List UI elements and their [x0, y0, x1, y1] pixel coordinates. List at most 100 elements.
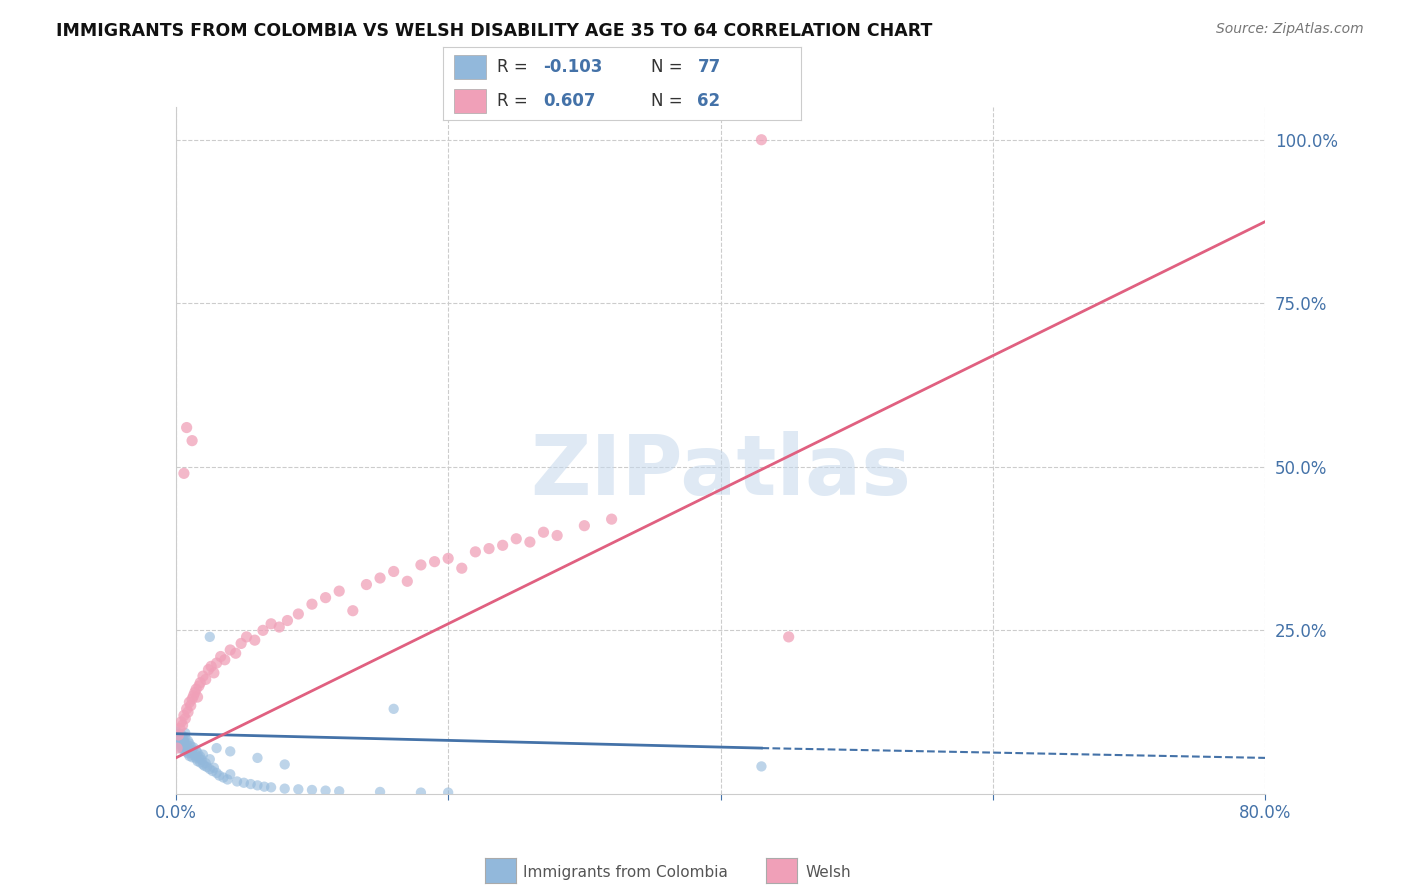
Point — [382, 702, 405, 716]
Point — [166, 728, 188, 742]
Point — [181, 692, 204, 706]
Point — [328, 784, 350, 798]
Point — [201, 764, 224, 778]
Text: ZIPatlas: ZIPatlas — [530, 431, 911, 512]
Point — [212, 771, 235, 785]
Point — [396, 574, 419, 589]
Point — [464, 545, 486, 559]
Point — [172, 718, 194, 732]
Point — [315, 591, 337, 605]
Point — [225, 646, 247, 660]
Point — [243, 633, 266, 648]
Point — [186, 682, 208, 697]
Text: -0.103: -0.103 — [543, 58, 603, 76]
Point — [342, 604, 364, 618]
Point — [239, 777, 262, 791]
Point — [194, 673, 217, 687]
Point — [174, 712, 197, 726]
Text: N =: N = — [651, 92, 682, 110]
Text: Immigrants from Colombia: Immigrants from Colombia — [523, 865, 728, 880]
Point — [173, 739, 195, 753]
Point — [167, 728, 190, 742]
Point — [219, 643, 242, 657]
Point — [191, 747, 214, 762]
Point — [177, 705, 200, 719]
Point — [166, 741, 188, 756]
Point — [186, 744, 208, 758]
Point — [176, 702, 198, 716]
Point — [191, 669, 214, 683]
Point — [600, 512, 623, 526]
Point — [169, 733, 191, 747]
Point — [198, 630, 221, 644]
Point — [181, 750, 204, 764]
Point — [287, 782, 309, 797]
Point — [167, 734, 190, 748]
Point — [231, 636, 253, 650]
Point — [260, 780, 283, 795]
Point — [184, 747, 207, 761]
Point — [356, 577, 378, 591]
Point — [252, 624, 274, 638]
Point — [166, 724, 188, 739]
Point — [179, 695, 201, 709]
Point — [253, 780, 276, 794]
Point — [574, 518, 596, 533]
Point — [194, 756, 217, 771]
Point — [751, 133, 773, 147]
Point — [214, 653, 236, 667]
Point — [195, 760, 218, 774]
Point — [492, 538, 515, 552]
Point — [180, 745, 202, 759]
Point — [217, 772, 239, 787]
Point — [169, 738, 191, 752]
Point — [173, 467, 195, 481]
Point — [169, 736, 191, 750]
Point — [315, 783, 337, 797]
Point — [235, 630, 257, 644]
Point — [205, 766, 228, 780]
Point — [169, 729, 191, 743]
Point — [382, 565, 405, 579]
Point — [423, 555, 446, 569]
Point — [187, 679, 209, 693]
Point — [274, 757, 297, 772]
Text: 0.607: 0.607 — [543, 92, 596, 110]
Point — [181, 743, 204, 757]
Point — [183, 740, 205, 755]
Point — [179, 748, 201, 763]
Point — [778, 630, 800, 644]
Point — [274, 781, 297, 796]
Point — [172, 731, 194, 745]
Point — [183, 748, 205, 763]
Point — [226, 774, 249, 789]
Point — [170, 727, 193, 741]
Point — [188, 749, 211, 764]
Point — [232, 776, 254, 790]
Point — [173, 732, 195, 747]
Point — [202, 665, 225, 680]
Point — [186, 746, 209, 760]
Point — [546, 528, 568, 542]
Point — [200, 659, 222, 673]
Point — [751, 759, 773, 773]
Point — [260, 616, 283, 631]
Point — [246, 751, 269, 765]
Point — [519, 535, 541, 549]
Point — [191, 757, 214, 772]
Point — [437, 786, 460, 800]
Point — [174, 744, 197, 758]
Text: Welsh: Welsh — [806, 865, 851, 880]
Point — [170, 731, 193, 746]
Text: N =: N = — [651, 58, 682, 76]
Point — [205, 741, 228, 756]
Point — [188, 675, 211, 690]
Point — [450, 561, 472, 575]
Point — [533, 525, 555, 540]
Point — [184, 685, 207, 699]
Point — [205, 656, 228, 670]
Point — [301, 597, 323, 611]
Point — [328, 584, 350, 599]
Point — [174, 726, 197, 740]
Point — [478, 541, 501, 556]
